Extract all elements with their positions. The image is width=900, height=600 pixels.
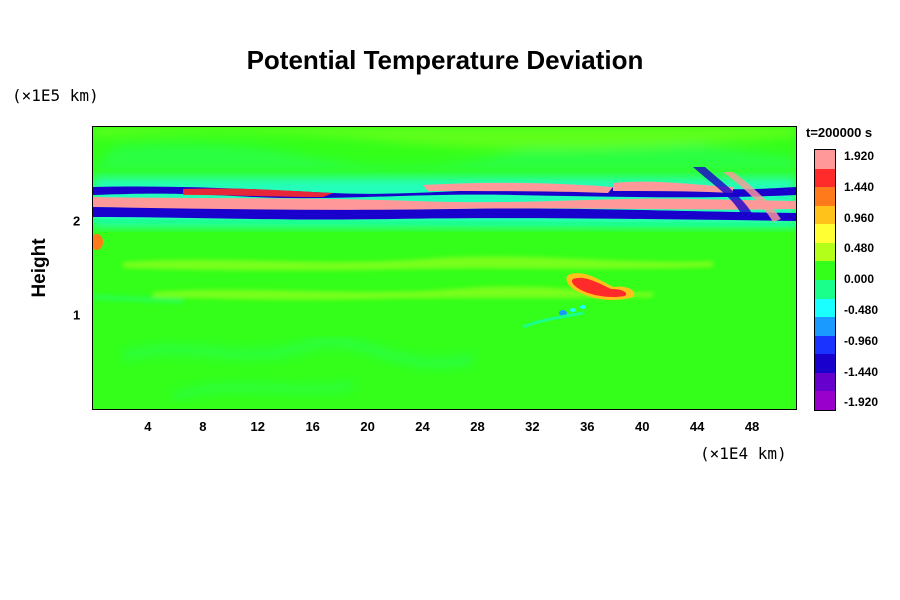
colorbar-label: -1.440 — [844, 364, 879, 379]
colorbar-segment — [815, 168, 835, 188]
x-tick-label: 36 — [580, 419, 595, 434]
chart-title: Potential Temperature Deviation — [246, 45, 644, 75]
y-tick-label: 1 — [73, 307, 81, 323]
x-tick-label: 48 — [744, 419, 760, 434]
y-tick-label: 2 — [73, 213, 81, 229]
heatmap-plot — [92, 126, 797, 410]
colorbar-label: -0.480 — [844, 303, 879, 317]
colorbar-label: -0.960 — [844, 333, 879, 348]
colorbar-label: 0.480 — [844, 241, 875, 256]
colorbar-segment — [815, 187, 835, 206]
x-tick-label: 12 — [250, 419, 265, 434]
heatmap-field — [93, 127, 796, 409]
x-tick-label: 40 — [634, 419, 650, 434]
colorbar-segment — [815, 317, 835, 336]
colorbar-label: -1.920 — [844, 395, 879, 410]
colorbar-segment — [815, 354, 835, 373]
colorbar-segment — [815, 279, 835, 299]
x-tick-label: 44 — [689, 419, 705, 434]
colorbar-segment — [815, 205, 835, 225]
y-scale-note: (×1E5 km) — [12, 86, 99, 105]
colorbar-segment — [815, 298, 835, 318]
x-scale-note: (×1E4 km) — [700, 444, 787, 463]
colorbar-segment — [815, 242, 835, 262]
mid-streaks — [93, 256, 713, 303]
warm-anomaly — [566, 273, 635, 300]
x-tick-label: 8 — [199, 419, 207, 434]
x-tick-label: 24 — [415, 419, 430, 434]
colorbar-label: 0.000 — [844, 272, 875, 287]
y-axis-label: Height — [29, 238, 50, 298]
x-tick-label: 4 — [144, 419, 152, 434]
x-tick-label: 20 — [360, 419, 375, 434]
colorbar — [814, 149, 836, 411]
colorbar-segment — [815, 335, 835, 355]
colorbar-segment — [815, 224, 835, 243]
x-tick-label: 16 — [305, 419, 320, 434]
cold-spots — [522, 305, 586, 329]
lower-swirls — [121, 337, 475, 401]
colorbar-segment — [815, 261, 835, 280]
colorbar-segment — [815, 150, 835, 169]
colorbar-segment — [815, 372, 835, 392]
time-label: t=200000 s — [806, 125, 873, 140]
x-tick-label: 28 — [470, 419, 485, 434]
upper-ripples — [93, 127, 796, 172]
x-tick-label: 32 — [525, 419, 540, 434]
colorbar-label: 1.440 — [844, 179, 875, 194]
colorbar-label: 0.960 — [844, 210, 875, 225]
colorbar-segment — [815, 391, 835, 410]
left-warm-spot — [93, 234, 103, 250]
upper-band — [93, 167, 796, 227]
colorbar-label: 1.920 — [844, 149, 875, 163]
